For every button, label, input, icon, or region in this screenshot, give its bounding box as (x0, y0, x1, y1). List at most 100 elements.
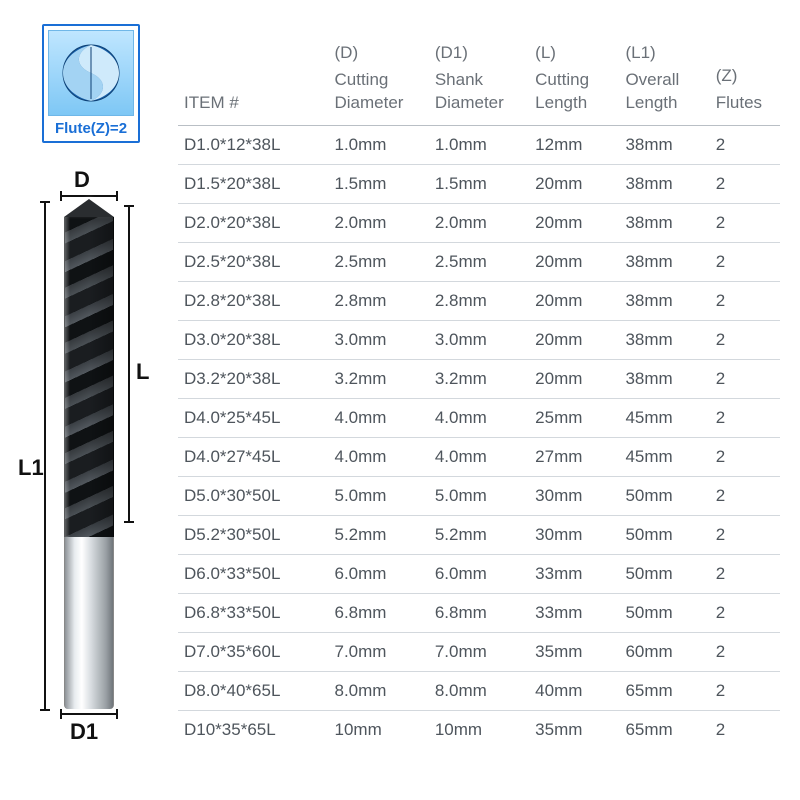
table-cell: 35mm (529, 710, 619, 749)
table-cell: 2 (710, 164, 780, 203)
table-cell: 12mm (529, 125, 619, 164)
table-cell: 4.0mm (329, 437, 429, 476)
table-cell: 38mm (619, 125, 709, 164)
table-cell: D2.8*20*38L (178, 281, 329, 320)
table-cell: 2 (710, 398, 780, 437)
table-cell: 45mm (619, 398, 709, 437)
flute-box: Flute(Z)=2 (42, 24, 140, 143)
table-cell: 20mm (529, 164, 619, 203)
table-cell: D5.0*30*50L (178, 476, 329, 515)
dim-label-l1: L1 (18, 455, 44, 481)
table-cell: 38mm (619, 164, 709, 203)
table-cell: 25mm (529, 398, 619, 437)
table-cell: 33mm (529, 554, 619, 593)
table-cell: 65mm (619, 671, 709, 710)
table-cell: 2 (710, 203, 780, 242)
table-cell: 33mm (529, 593, 619, 632)
table-cell: 38mm (619, 242, 709, 281)
table-cell: D7.0*35*60L (178, 632, 329, 671)
table-cell: 50mm (619, 593, 709, 632)
table-row: D7.0*35*60L7.0mm7.0mm35mm60mm2 (178, 632, 780, 671)
flute-caption: Flute(Z)=2 (55, 120, 127, 137)
table-cell: 2 (710, 320, 780, 359)
table-cell: 1.5mm (329, 164, 429, 203)
table-cell: 27mm (529, 437, 619, 476)
table-row: D10*35*65L10mm10mm35mm65mm2 (178, 710, 780, 749)
table-cell: 20mm (529, 320, 619, 359)
table-row: D2.5*20*38L2.5mm2.5mm20mm38mm2 (178, 242, 780, 281)
table-cell: D5.2*30*50L (178, 515, 329, 554)
table-cell: 2 (710, 632, 780, 671)
table-cell: D4.0*25*45L (178, 398, 329, 437)
table-cell: 20mm (529, 281, 619, 320)
table-row: D5.2*30*50L5.2mm5.2mm30mm50mm2 (178, 515, 780, 554)
table-cell: D2.5*20*38L (178, 242, 329, 281)
table-cell: D1.5*20*38L (178, 164, 329, 203)
dim-label-l: L (136, 359, 149, 385)
col-shank-diameter: (D1) Shank Diameter (429, 38, 529, 125)
table-cell: 2 (710, 554, 780, 593)
table-cell: 6.8mm (429, 593, 529, 632)
table-cell: D6.8*33*50L (178, 593, 329, 632)
spec-table: ITEM # (D) Cutting Diameter (D1) Shank D… (178, 38, 780, 749)
table-cell: 2 (710, 710, 780, 749)
table-row: D2.0*20*38L2.0mm2.0mm20mm38mm2 (178, 203, 780, 242)
table-cell: 4.0mm (429, 437, 529, 476)
table-cell: 2 (710, 125, 780, 164)
col-cutting-length: (L) Cutting Length (529, 38, 619, 125)
table-cell: 6.0mm (329, 554, 429, 593)
table-cell: 3.2mm (329, 359, 429, 398)
table-cell: 2.0mm (429, 203, 529, 242)
table-cell: 38mm (619, 359, 709, 398)
table-cell: 5.2mm (329, 515, 429, 554)
table-cell: D6.0*33*50L (178, 554, 329, 593)
table-cell: 2 (710, 593, 780, 632)
table-row: D1.0*12*38L1.0mm1.0mm12mm38mm2 (178, 125, 780, 164)
table-cell: 2 (710, 515, 780, 554)
table-cell: 65mm (619, 710, 709, 749)
table-row: D4.0*27*45L4.0mm4.0mm27mm45mm2 (178, 437, 780, 476)
flute-icon (48, 30, 134, 116)
table-cell: D10*35*65L (178, 710, 329, 749)
table-cell: D2.0*20*38L (178, 203, 329, 242)
table-cell: 5.2mm (429, 515, 529, 554)
table-cell: 50mm (619, 515, 709, 554)
table-cell: 38mm (619, 203, 709, 242)
table-cell: 2 (710, 437, 780, 476)
table-cell: 1.0mm (329, 125, 429, 164)
table-row: D3.2*20*38L3.2mm3.2mm20mm38mm2 (178, 359, 780, 398)
table-cell: 2.0mm (329, 203, 429, 242)
table-cell: 4.0mm (429, 398, 529, 437)
table-row: D3.0*20*38L3.0mm3.0mm20mm38mm2 (178, 320, 780, 359)
table-cell: 5.0mm (329, 476, 429, 515)
col-overall-length: (L1) Overall Length (619, 38, 709, 125)
table-cell: 38mm (619, 320, 709, 359)
table-cell: 20mm (529, 242, 619, 281)
table-cell: 2.5mm (329, 242, 429, 281)
dim-label-d1: D1 (70, 719, 98, 745)
table-cell: 3.0mm (329, 320, 429, 359)
table-cell: 7.0mm (429, 632, 529, 671)
table-cell: 6.0mm (429, 554, 529, 593)
table-cell: 2 (710, 281, 780, 320)
table-cell: 7.0mm (329, 632, 429, 671)
drill-bit-graphic (64, 199, 114, 709)
table-cell: D4.0*27*45L (178, 437, 329, 476)
table-row: D6.8*33*50L6.8mm6.8mm33mm50mm2 (178, 593, 780, 632)
table-cell: 3.0mm (429, 320, 529, 359)
table-cell: 1.0mm (429, 125, 529, 164)
table-cell: 1.5mm (429, 164, 529, 203)
table-cell: 40mm (529, 671, 619, 710)
table-cell: 30mm (529, 515, 619, 554)
table-cell: 30mm (529, 476, 619, 515)
table-cell: 10mm (329, 710, 429, 749)
table-cell: D3.0*20*38L (178, 320, 329, 359)
table-cell: 10mm (429, 710, 529, 749)
table-cell: 38mm (619, 281, 709, 320)
table-row: D6.0*33*50L6.0mm6.0mm33mm50mm2 (178, 554, 780, 593)
table-cell: 60mm (619, 632, 709, 671)
table-cell: D3.2*20*38L (178, 359, 329, 398)
table-cell: 20mm (529, 359, 619, 398)
table-cell: 5.0mm (429, 476, 529, 515)
table-row: D4.0*25*45L4.0mm4.0mm25mm45mm2 (178, 398, 780, 437)
